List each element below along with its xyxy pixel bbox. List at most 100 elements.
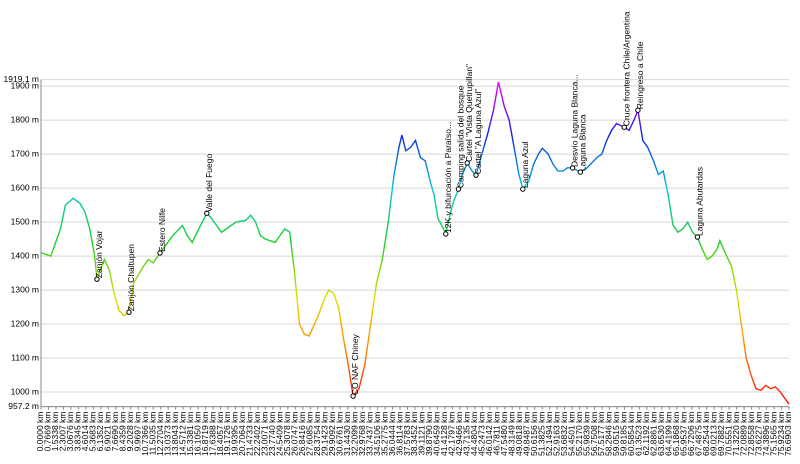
x-tick-label: 13.0373 km: [162, 412, 172, 456]
waypoint-label: Cartel "A Laguna Azul": [473, 89, 483, 174]
x-tick-label: 42.1797 km: [447, 412, 457, 456]
x-tick-label: 43.7135 km: [462, 412, 472, 456]
x-tick-label: 72.8558 km: [746, 412, 756, 456]
x-tick-label: 34.5106 km: [372, 412, 382, 456]
x-tick-label: 35.2775 km: [379, 412, 389, 456]
x-tick-label: 33.7437 km: [364, 412, 374, 456]
waypoint-label: Valle del Fuego: [204, 154, 214, 213]
x-tick-label: 17.6388 km: [207, 412, 217, 456]
waypoint-label: Zanjón Chaltupen: [126, 244, 136, 311]
y-tick-label: 1300 m: [11, 284, 39, 294]
y-tick-label: 1400 m: [11, 250, 39, 260]
waypoint-label: Desvío Laguna Blanca...: [570, 74, 580, 167]
y-tick-label: 1919.1 m: [4, 74, 39, 84]
x-tick-label: 72.0889 km: [738, 412, 748, 456]
x-tick-label: 66.7206 km: [686, 412, 696, 456]
x-tick-label: 58.2846 km: [604, 412, 614, 456]
x-tick-label: 10.7366 km: [140, 412, 150, 456]
x-tick-label: 13.8043 km: [170, 412, 180, 456]
x-tick-label: 73.6227 km: [753, 412, 763, 456]
waypoint-marker: [621, 124, 627, 130]
waypoint-label: Reingreso a Chile: [635, 41, 645, 109]
x-tick-label: 16.1050 km: [192, 412, 202, 456]
waypoint-label: Cartel "Vista Quetrupillan": [464, 64, 474, 162]
x-tick-label: 41.4128 km: [439, 412, 449, 456]
x-tick-label: 69.0213 km: [708, 412, 718, 456]
x-tick-label: 60.5854 km: [626, 412, 636, 456]
x-tick-label: 64.4199 km: [664, 412, 674, 456]
x-tick-label: 47.5480 km: [499, 412, 509, 456]
x-tick-label: 52.1494 km: [544, 412, 554, 456]
x-tick-label: 28.3754 km: [312, 412, 322, 456]
x-tick-label: 7.6690 km: [110, 412, 120, 452]
x-tick-label: 29.9092 km: [327, 412, 337, 456]
y-tick-label: 1200 m: [11, 318, 39, 328]
x-tick-label: 36.0444 km: [387, 412, 397, 456]
x-tick-label: 9.2028 km: [125, 412, 135, 452]
x-tick-label: 19.1726 km: [222, 412, 232, 456]
x-tick-label: 8.4359 km: [118, 412, 128, 452]
waypoint-marker: [443, 231, 449, 237]
waypoint-label: Laguna Abutardas: [694, 167, 704, 236]
x-tick-label: 69.7882 km: [716, 412, 726, 456]
x-tick-label: 59.0515 km: [611, 412, 621, 456]
x-tick-label: 68.2544 km: [701, 412, 711, 456]
x-tick-label: 25.3078 km: [282, 412, 292, 456]
x-tick-label: 6.1352 km: [95, 412, 105, 452]
x-tick-label: 21.4733 km: [245, 412, 255, 456]
x-tick-label: 30.6761 km: [334, 412, 344, 456]
x-tick-label: 51.3825 km: [536, 412, 546, 456]
x-tick-label: 23.0071 km: [260, 412, 270, 456]
waypoint-label: Laguna Blanca: [577, 114, 587, 171]
waypoint-marker: [694, 234, 701, 240]
waypoint-label: Cruce frontera Chile/Argentina: [621, 11, 631, 126]
x-tick-label: 75.1565 km: [768, 412, 778, 456]
x-tick-label: 67.4875 km: [693, 412, 703, 456]
waypoint-label: Laguna Azul: [520, 141, 530, 188]
x-tick-label: 76.6903 km: [783, 412, 793, 456]
waypoint-label: CO NAF Chiney: [350, 333, 360, 395]
x-tick-label: 46.0142 km: [484, 412, 494, 456]
x-tick-label: 26.0747 km: [290, 412, 300, 456]
x-tick-label: 74.3896 km: [761, 412, 771, 456]
x-tick-label: 24.5409 km: [275, 412, 285, 456]
x-tick-label: 29.1423 km: [319, 412, 329, 456]
x-tick-label: 5.3683 km: [88, 412, 98, 452]
waypoint-marker: [455, 186, 462, 192]
y-tick-label: 1100 m: [11, 352, 39, 362]
x-tick-label: 59.8185 km: [619, 412, 629, 456]
waypoint-marker: [473, 172, 479, 178]
x-tick-label: 1.5338 km: [50, 412, 60, 452]
x-tick-label: 19.9395 km: [230, 412, 240, 456]
x-tick-label: 36.8114 km: [394, 412, 404, 456]
waypoint-marker: [204, 210, 210, 216]
x-tick-label: 3.0676 km: [65, 412, 75, 452]
x-tick-label: 32.2099 km: [349, 412, 359, 456]
y-tick-label: 1800 m: [11, 114, 39, 124]
x-tick-label: 65.9537 km: [679, 412, 689, 456]
x-tick-label: 22.2402 km: [252, 412, 262, 456]
x-tick-label: 11.5035 km: [147, 412, 157, 456]
x-tick-label: 39.1121 km: [417, 412, 427, 456]
x-tick-label: 15.3381 km: [185, 412, 195, 456]
x-tick-label: 46.7811 km: [492, 412, 502, 456]
y-tick-label: 1000 m: [11, 386, 39, 396]
x-tick-label: 65.1868 km: [671, 412, 681, 456]
y-tick-label: 1600 m: [11, 182, 39, 192]
elevation-line: [40, 81, 790, 405]
x-tick-label: 53.6832 km: [559, 412, 569, 456]
x-tick-label: 48.3149 km: [506, 412, 516, 456]
x-tick-label: 70.5551 km: [723, 412, 733, 456]
x-tick-label: 12.2704 km: [155, 412, 165, 456]
x-tick-label: 31.4430 km: [342, 412, 352, 456]
x-tick-label: 3.8345 km: [73, 412, 83, 452]
waypoint-marker: [94, 276, 100, 282]
x-tick-label: 49.0818 km: [514, 412, 524, 456]
x-tick-label: 71.3220 km: [731, 412, 741, 456]
waypoint-marker: [577, 169, 584, 175]
x-tick-label: 56.7508 km: [589, 412, 599, 456]
x-tick-label: 37.5783 km: [402, 412, 412, 456]
x-tick-label: 57.5177 km: [596, 412, 606, 456]
waypoint-marker: [635, 107, 641, 113]
